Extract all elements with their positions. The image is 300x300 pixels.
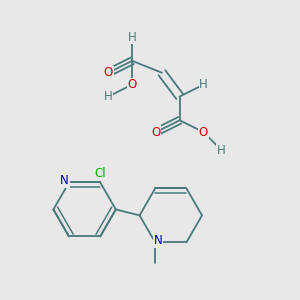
Text: H: H [199,78,208,91]
Text: H: H [128,31,136,44]
Text: O: O [151,126,160,139]
Text: H: H [104,90,113,103]
Text: O: O [128,78,137,91]
Text: O: O [104,66,113,79]
Text: N: N [154,234,163,248]
Text: O: O [199,126,208,139]
Text: Cl: Cl [94,167,106,180]
Text: H: H [217,143,226,157]
Text: N: N [60,174,69,188]
